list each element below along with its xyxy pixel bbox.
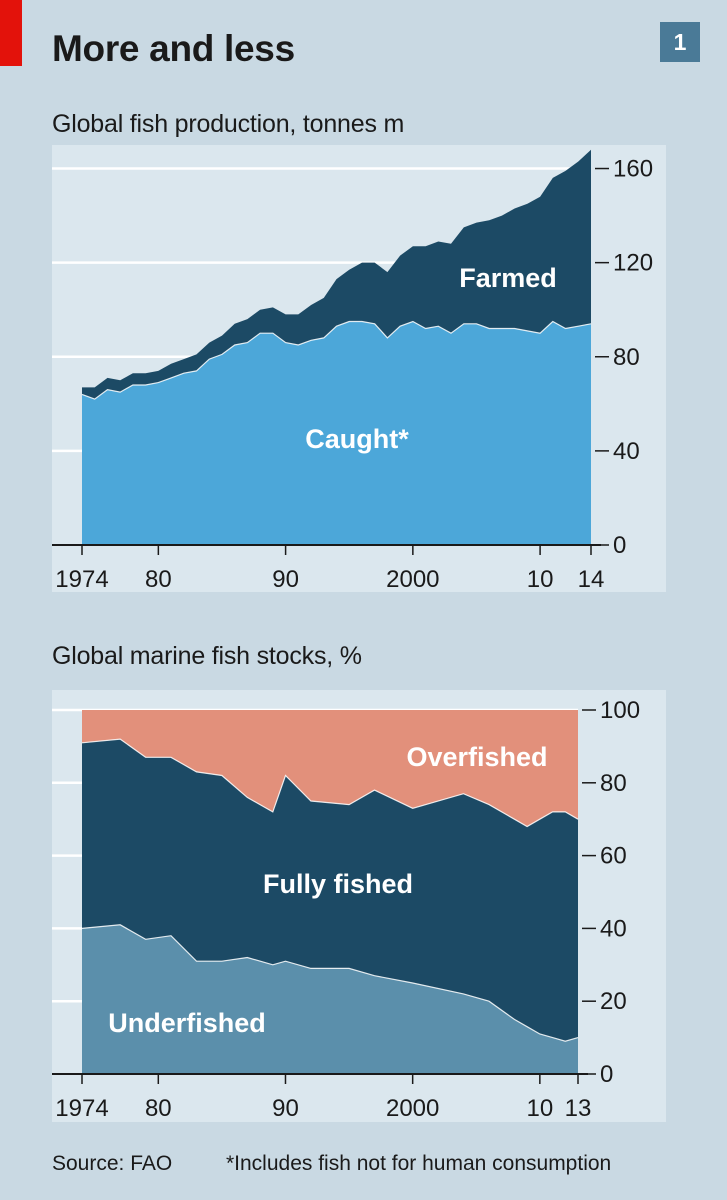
y-tick-label: 40 xyxy=(600,915,627,942)
brand-red-tab xyxy=(0,0,22,66)
x-tick-label: 2000 xyxy=(386,1095,439,1122)
overfished-label: Overfished xyxy=(406,742,547,772)
x-tick-label: 80 xyxy=(145,566,172,593)
y-tick-label: 100 xyxy=(600,697,640,724)
page-title: More and less xyxy=(52,28,295,69)
fish-production-chart: 0 40 80 120 160 1974 80 90 2000 10 14 Caught* Farmed xyxy=(52,145,666,593)
production-chart-title: Global fish production, tonnes m xyxy=(52,110,405,138)
overfished-area xyxy=(82,710,578,827)
fully-fished-area xyxy=(82,739,578,1042)
caught-area xyxy=(82,321,591,545)
underfished-area xyxy=(82,924,578,1074)
x-tick-label: 90 xyxy=(272,566,299,593)
x-tick-label: 10 xyxy=(527,566,554,593)
fully-fished-label: Fully fished xyxy=(263,869,413,899)
series-boundary-line xyxy=(81,738,579,828)
y-tick-label: 60 xyxy=(600,843,627,870)
chart-number-badge: 1 xyxy=(660,22,700,62)
x-tick-label: 13 xyxy=(565,1095,592,1122)
series-boundary-line xyxy=(81,320,592,400)
y-tick-label: 160 xyxy=(613,156,653,183)
fish-stocks-chart: 0 20 40 60 80 100 1974 80 90 2000 10 13 Underfished F… xyxy=(52,690,666,1122)
x-tick-label: 10 xyxy=(526,1095,553,1122)
footnote: *Includes fish not for human consumption xyxy=(226,1152,612,1175)
series-boundary-line xyxy=(81,924,579,1042)
x-tick-label: 2000 xyxy=(386,566,439,593)
y-tick-label: 40 xyxy=(613,438,640,465)
farmed-label: Farmed xyxy=(459,263,557,293)
farmed-area xyxy=(82,149,591,400)
x-tick-label: 90 xyxy=(272,1095,299,1122)
y-tick-label: 0 xyxy=(600,1061,613,1088)
x-tick-label: 1974 xyxy=(55,566,108,593)
underfished-label: Underfished xyxy=(108,1008,266,1038)
y-tick-label: 20 xyxy=(600,988,627,1015)
x-tick-label: 80 xyxy=(145,1095,172,1122)
y-tick-label: 120 xyxy=(613,250,653,277)
x-tick-label: 14 xyxy=(578,566,605,593)
y-tick-label: 80 xyxy=(613,344,640,371)
stocks-chart-title: Global marine fish stocks, % xyxy=(52,642,362,670)
y-tick-label: 0 xyxy=(613,532,626,559)
y-tick-label: 80 xyxy=(600,770,627,797)
source-note: Source: FAO xyxy=(52,1152,173,1175)
x-tick-label: 1974 xyxy=(55,1095,108,1122)
caught-label: Caught* xyxy=(305,424,409,454)
